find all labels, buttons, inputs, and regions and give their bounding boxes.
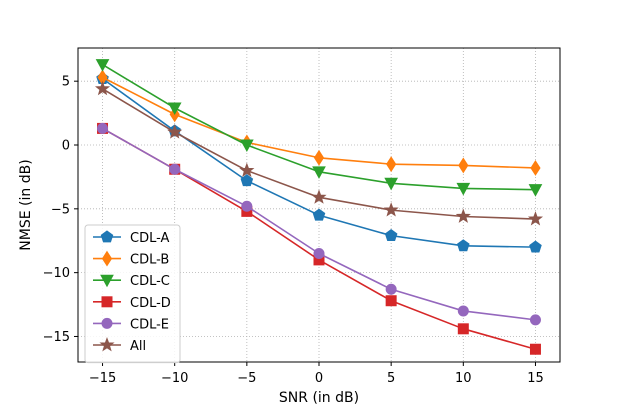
data-point-cdl-e: [169, 163, 181, 175]
legend-marker-cdl-c: [100, 274, 114, 288]
x-tick-label: 15: [527, 371, 544, 386]
data-point-cdl-e: [97, 122, 109, 134]
legend: CDL-A CDL-B CDL-C CDL-D CDL-E All: [84, 224, 181, 364]
x-tick-label: −15: [89, 371, 116, 386]
data-point-cdl-c: [240, 139, 254, 153]
data-point-cdl-c: [528, 184, 543, 197]
data-point-all: [455, 208, 471, 223]
y-tick-label: −15: [43, 330, 70, 345]
legend-label: CDL-A: [130, 231, 170, 246]
data-point-cdl-e: [313, 248, 325, 260]
x-tick-label: 10: [455, 371, 472, 386]
data-point-cdl-a: [384, 229, 398, 241]
x-axis-ticks: −15 −10 −5 0 5 10 15: [89, 362, 544, 386]
legend-marker-cdl-d: [101, 296, 113, 308]
data-point-cdl-d: [529, 343, 541, 355]
y-tick-label: −10: [43, 266, 70, 281]
legend-label: All: [130, 339, 146, 354]
legend-item-cdl-a: CDL-A: [93, 230, 170, 246]
y-tick-label: 0: [62, 139, 70, 154]
data-point-cdl-a: [457, 239, 470, 252]
legend-label: CDL-D: [130, 296, 171, 311]
y-axis-ticks: 5 0 −5 −10 −15: [43, 75, 78, 345]
legend-item-cdl-d: CDL-D: [93, 296, 171, 311]
legend-item-cdl-c: CDL-C: [93, 274, 170, 289]
legend-marker-cdl-e: [101, 317, 113, 329]
data-point-cdl-e: [241, 200, 253, 212]
data-point-cdl-a: [240, 174, 254, 187]
series-all: [94, 80, 544, 226]
data-point-cdl-c: [456, 182, 471, 196]
data-point-cdl-c: [95, 59, 110, 72]
legend-label: CDL-E: [130, 317, 169, 332]
series-cdl-c: [95, 59, 543, 197]
data-point-cdl-c: [167, 102, 182, 116]
data-point-cdl-b: [458, 157, 469, 174]
data-point-cdl-c: [384, 177, 398, 191]
y-tick-label: −5: [51, 202, 70, 217]
data-point-cdl-e: [385, 283, 397, 295]
x-tick-label: 0: [315, 371, 323, 386]
y-tick-label: 5: [62, 75, 70, 90]
data-point-cdl-d: [385, 295, 397, 307]
data-point-all: [527, 211, 544, 226]
data-point-cdl-a: [529, 240, 542, 253]
data-point-cdl-b: [530, 160, 541, 176]
data-point-all: [239, 162, 255, 177]
data-point-all: [383, 202, 399, 217]
x-tick-label: −5: [237, 371, 256, 386]
data-point-all: [311, 189, 327, 204]
x-tick-label: 5: [387, 371, 395, 386]
x-tick-label: −10: [161, 371, 188, 386]
legend-label: CDL-B: [130, 253, 169, 268]
series-lines: [94, 59, 544, 355]
legend-label: CDL-C: [130, 274, 170, 289]
legend-marker-cdl-a: [100, 230, 114, 243]
series-cdl-e: [97, 122, 541, 326]
data-point-cdl-c: [312, 166, 326, 179]
legend-item-cdl-b: CDL-B: [93, 250, 169, 268]
data-point-cdl-b: [313, 149, 325, 166]
y-axis-label: NMSE (in dB): [18, 159, 34, 250]
data-point-cdl-d: [457, 323, 469, 335]
data-point-cdl-a: [312, 208, 326, 221]
legend-marker-cdl-b: [101, 250, 113, 267]
legend-item-all: All: [93, 337, 146, 354]
data-point-cdl-b: [386, 156, 397, 173]
data-point-cdl-e: [457, 305, 469, 317]
data-point-cdl-e: [529, 314, 541, 326]
data-point-all: [94, 80, 111, 96]
legend-item-cdl-e: CDL-E: [93, 317, 169, 332]
data-point-all: [167, 124, 183, 139]
legend-marker-all: [99, 337, 115, 352]
x-axis-label: SNR (in dB): [279, 390, 359, 406]
